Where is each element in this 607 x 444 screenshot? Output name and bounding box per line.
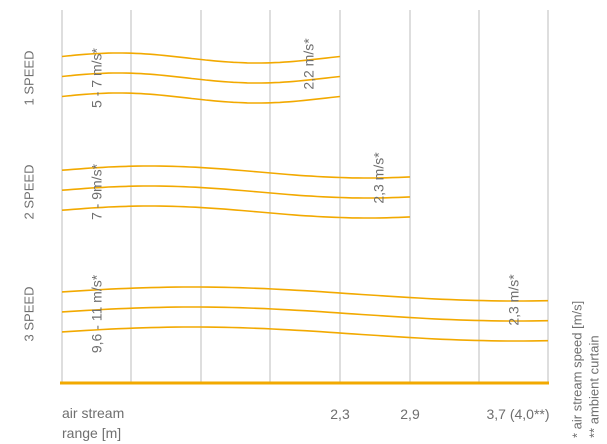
footnote-2: ** ambient curtain bbox=[586, 335, 601, 438]
series-label-speed1: 1 SPEED bbox=[21, 51, 36, 106]
start-speed-label-speed3: 9,6 - 11 m/s* bbox=[89, 274, 105, 353]
x-axis-label-line1: air stream bbox=[62, 405, 124, 421]
start-speed-label-speed2: 7 - 9m/s* bbox=[89, 163, 105, 220]
x-axis-label-line2: range [m] bbox=[62, 425, 121, 441]
wave-line-speed3-3 bbox=[61, 326, 549, 342]
wave-line-speed1-3 bbox=[61, 92, 341, 104]
end-speed-label-speed3: 2,3 m/s* bbox=[506, 274, 522, 326]
x-tick-label-3: 3,7 (4,0**) bbox=[486, 406, 549, 422]
series-label-speed2: 2 SPEED bbox=[21, 165, 36, 220]
wave-line-speed2-1 bbox=[61, 165, 411, 179]
wave-line-speed3-1 bbox=[61, 286, 549, 302]
wave-line-speed2-3 bbox=[61, 205, 411, 219]
wave-line-speed2-2 bbox=[61, 185, 411, 199]
end-speed-label-speed1: 2,2 m/s* bbox=[301, 38, 317, 90]
x-tick-label-2: 2,9 bbox=[400, 406, 420, 422]
wave-line-speed1-2 bbox=[61, 72, 341, 84]
series-label-speed3: 3 SPEED bbox=[21, 287, 36, 342]
end-speed-label-speed2: 2,3 m/s* bbox=[371, 152, 387, 204]
footnote-1: * air stream speed [m/s] bbox=[569, 301, 584, 438]
labels: 1 SPEED 5 - 7 m/s* 2,2 m/s* 2 SPEED 7 - 9m/s… bbox=[21, 38, 601, 441]
grid bbox=[61, 10, 549, 383]
wave-line-speed3-2 bbox=[61, 306, 549, 322]
wave-line-speed1-1 bbox=[61, 52, 341, 64]
x-tick-label-1: 2,3 bbox=[330, 406, 350, 422]
start-speed-label-speed1: 5 - 7 m/s* bbox=[89, 47, 105, 107]
wave-lines bbox=[61, 52, 549, 342]
